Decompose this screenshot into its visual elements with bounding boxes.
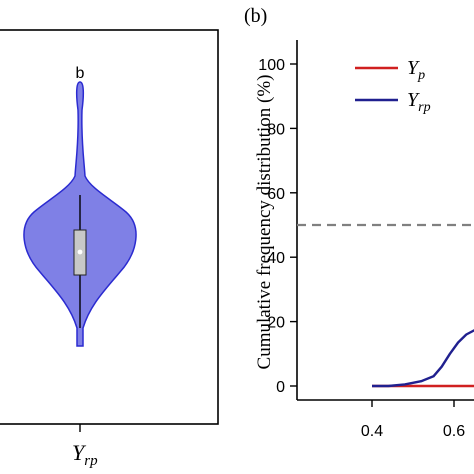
y-tick-label: 0 [276,379,285,396]
x-tick-label: 0.6 [443,423,465,440]
x-tick-label: 0.4 [361,423,383,440]
y-tick-label: 40 [267,250,285,267]
cumulative-panel: (b) Cumulative frequency distribution (%… [244,5,474,440]
x-category-label: Yrp [72,440,98,469]
violin-median-dot [77,249,83,255]
violin-panel: b Yrp [0,29,219,469]
legend: Yp Yrp [355,57,431,115]
y-ticks: 0 20 40 60 80 100 [258,57,297,396]
y-tick-label: 80 [267,121,285,138]
group-letter: b [76,65,85,82]
panel-label: (b) [244,5,267,27]
series-lines [372,329,474,388]
y-tick-label: 20 [267,315,285,332]
y-axis-label: Cumulative frequency distribution (%) [254,75,275,370]
series-line-Yrp [372,329,474,388]
violin-plot-frame [0,29,219,425]
y-tick-label: 60 [267,186,285,203]
y-tick-label: 100 [258,57,285,74]
legend-entry: Yp [407,57,425,83]
legend-entry: Yrp [407,89,431,115]
x-ticks: 0.4 0.6 [361,400,465,440]
